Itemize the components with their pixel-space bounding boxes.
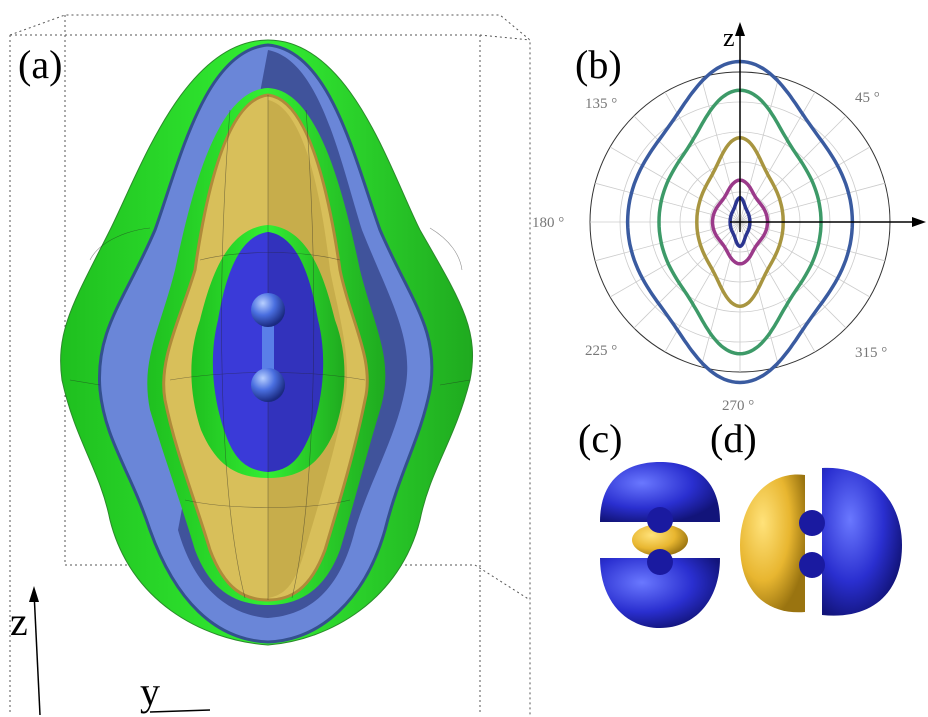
panel-label: (b) <box>575 42 622 87</box>
orbital-lobe <box>822 468 902 616</box>
angle-label: 315 ° <box>855 345 887 361</box>
atom <box>251 293 285 327</box>
axis-label: z <box>723 23 735 52</box>
panel-label: (d) <box>710 416 757 461</box>
panel-label: (c) <box>578 416 622 461</box>
figure: z y (a) (b) z 135 ° 45 ° 180 ° 225 ° 270… <box>0 0 928 717</box>
orbital-lobe <box>740 474 805 612</box>
angle-label: 45 ° <box>855 90 880 106</box>
polar-arrow <box>912 217 926 227</box>
angle-label: 225 ° <box>585 343 617 359</box>
atom <box>799 510 825 536</box>
atom <box>647 549 673 575</box>
atom <box>251 368 285 402</box>
angle-label: 135 ° <box>585 96 617 112</box>
page: {"panel_a": {"label": "(a)", "axes": {"z… <box>0 0 928 717</box>
polar-plot <box>590 22 926 383</box>
panel-label: (a) <box>18 42 62 87</box>
y-label: y <box>140 669 160 714</box>
body: z y (a) (b) z 135 ° 45 ° 180 ° 225 ° 270… <box>0 0 928 717</box>
angle-label: 270 ° <box>722 398 754 414</box>
angle-label: 180 ° <box>532 215 564 231</box>
atom <box>647 507 673 533</box>
polar-arrow <box>735 22 745 36</box>
z-label: z <box>10 599 28 644</box>
z-arrow <box>29 586 39 602</box>
z-axis <box>34 592 40 715</box>
atom <box>799 552 825 578</box>
